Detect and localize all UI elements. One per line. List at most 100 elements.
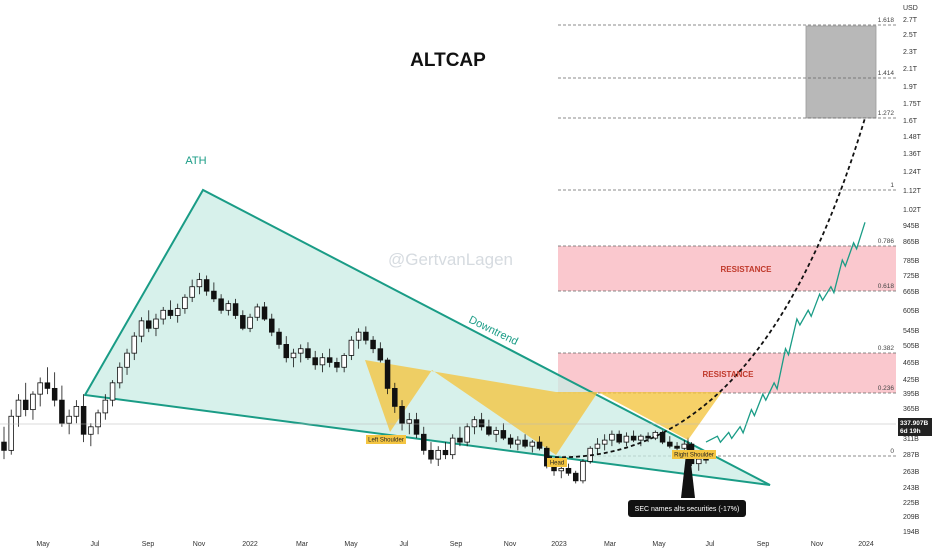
candle-body <box>160 309 166 320</box>
candle-body <box>341 355 347 368</box>
candle-body <box>319 357 326 366</box>
y-tick-label: 243B <box>903 485 920 492</box>
candle-body <box>507 437 514 445</box>
candle-body <box>66 415 72 424</box>
head-shoulders-fill <box>365 360 722 455</box>
left-shoulder-label: Left Shoulder <box>368 438 404 444</box>
candle-body <box>522 439 528 447</box>
candle-body <box>261 306 268 320</box>
wedge-pattern <box>83 188 771 486</box>
candle-body <box>609 433 615 441</box>
candle-body <box>138 320 145 337</box>
y-tick-label: 2.1T <box>903 66 918 73</box>
current-price-tag: 337.907B 6d 19h <box>898 418 932 436</box>
candle-body <box>22 399 29 411</box>
candle-body <box>645 435 651 439</box>
candle-body <box>464 426 470 443</box>
candle-body <box>558 467 565 472</box>
y-tick-label: 465B <box>903 360 920 367</box>
x-tick-label: Sep <box>757 541 770 548</box>
y-axis-currency: USD <box>903 5 918 12</box>
y-tick-label: 945B <box>903 223 920 230</box>
candle-body <box>218 298 224 311</box>
candle-body <box>623 435 630 443</box>
candle-body <box>80 405 87 435</box>
y-tick-label: 365B <box>903 406 920 413</box>
head-tag-bg <box>547 458 567 467</box>
candle-body <box>211 290 217 300</box>
y-tick-label: 287B <box>903 452 920 459</box>
candle-body <box>290 352 297 359</box>
y-tick-label: 1.12T <box>903 188 922 195</box>
y-tick-label: 505B <box>903 343 920 350</box>
chart-title: ALTCAP <box>410 50 486 71</box>
fib-label-0: 0 <box>890 448 894 455</box>
candle-body <box>674 445 680 449</box>
candle-body <box>630 435 637 441</box>
candle-body <box>413 419 420 435</box>
y-tick-label: 1.24T <box>903 169 922 176</box>
candle-body <box>326 357 333 363</box>
candle-body <box>182 296 188 310</box>
candle-body <box>681 443 688 449</box>
candle-body <box>59 399 65 424</box>
sec-note-text: SEC names alts securities (-17%) <box>635 506 740 513</box>
right-shoulder-label: Right Shoulder <box>674 453 714 459</box>
fib-label-0236: 0.236 <box>878 385 895 392</box>
x-tick-label: 2024 <box>858 541 874 548</box>
candle-body <box>240 315 246 329</box>
target-box <box>805 25 877 119</box>
y-tick-label: 1.36T <box>903 151 922 158</box>
candle-body <box>572 472 579 482</box>
candle-body <box>348 339 355 356</box>
candle-body <box>145 320 152 329</box>
candle-body <box>15 399 22 417</box>
price-tag-countdown: 6d 19h <box>900 428 921 435</box>
fib-label-1414: 1.414 <box>878 70 895 77</box>
y-tick-label: 425B <box>903 377 920 384</box>
y-tick-label: 1.9T <box>903 84 918 91</box>
y-tick-label: 311B <box>903 436 919 443</box>
candle-body <box>428 449 434 460</box>
candle-body <box>659 431 666 443</box>
watermark: @GertvanLagen <box>388 250 513 269</box>
head-tag: Head <box>547 458 567 467</box>
x-tick-label: Jul <box>706 541 715 548</box>
candle-body <box>616 433 622 443</box>
y-tick-label: 865B <box>903 239 920 246</box>
candle-body <box>232 303 239 316</box>
candle-body <box>297 348 304 354</box>
x-tick-label: 2022 <box>242 541 258 548</box>
y-tick-label: 194B <box>903 529 920 536</box>
y-tick-label: 785B <box>903 258 920 265</box>
candle-body <box>703 458 709 461</box>
candle-body <box>442 449 449 456</box>
candle-body <box>254 306 261 318</box>
left-shoulder-tag-bg <box>366 435 406 444</box>
candle-body <box>247 316 253 329</box>
candle-body <box>167 309 174 316</box>
candle-body <box>269 318 275 333</box>
x-tick-label: Sep <box>142 541 155 548</box>
sec-arrow <box>681 437 695 498</box>
candle-body <box>131 335 138 354</box>
sec-box <box>628 500 746 517</box>
candle-body <box>95 412 101 428</box>
candle-body <box>102 399 109 414</box>
candle-body <box>449 437 456 456</box>
candle-body <box>355 331 362 341</box>
x-tick-label: Mar <box>604 541 617 548</box>
resistance-label-lower: RESISTANCE <box>703 370 755 379</box>
candle-body <box>478 419 485 428</box>
fib-label-0618: 0.618 <box>878 283 895 290</box>
y-tick-label: 225B <box>903 500 920 507</box>
resistance-label-upper: RESISTANCE <box>721 265 773 274</box>
candle-body <box>51 387 58 401</box>
sec-callout: SEC names alts securities (-17%) <box>628 437 746 517</box>
candle-body <box>399 405 405 424</box>
candle-body <box>500 430 507 439</box>
candle-body <box>594 443 601 449</box>
candle-body <box>73 405 80 417</box>
y-tick-label: 209B <box>903 514 920 521</box>
